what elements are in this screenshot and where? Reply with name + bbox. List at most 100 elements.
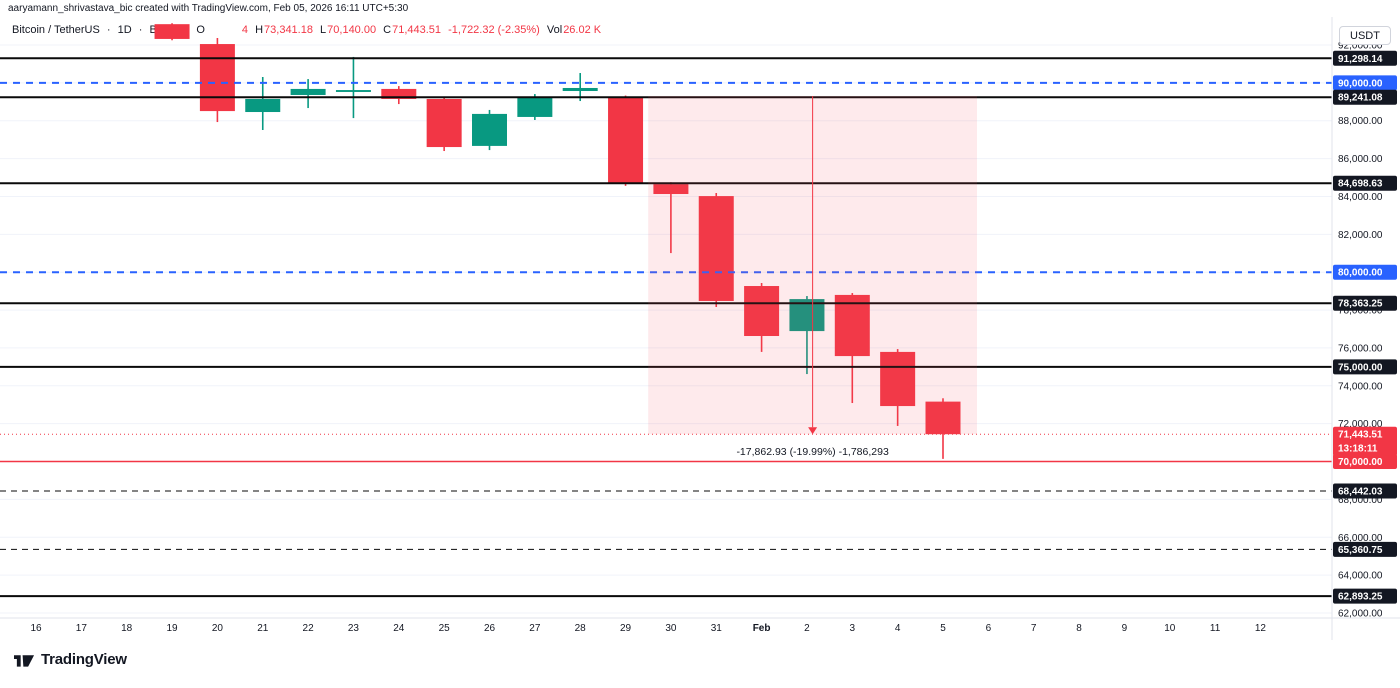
- candles: [154, 23, 961, 459]
- price-level-badge: [1333, 264, 1397, 280]
- legend-separator: ·: [106, 24, 111, 36]
- candle-body-21: [245, 98, 281, 113]
- y-axis-tick-label: 84,000.00: [1338, 192, 1383, 203]
- tradingview-logo-icon: [14, 654, 35, 667]
- currency-button[interactable]: USDT: [1339, 26, 1391, 45]
- close-value: 71,443.51: [392, 24, 442, 36]
- candle-body-28: [562, 87, 598, 92]
- y-axis-tick-label: 82,000.00: [1338, 230, 1383, 241]
- candle-body-27: [517, 97, 553, 117]
- price-level-lines: [0, 57, 1332, 598]
- x-axis-date-label: 30: [665, 623, 677, 634]
- candle-body-25: [426, 98, 462, 148]
- price-level-badge: [1333, 295, 1397, 311]
- current-price-label: 71,443.51: [1338, 430, 1383, 441]
- low-value: 70,140.00: [327, 24, 377, 36]
- measurement-label: -17,862.93 (-19.99%) -1,786,293: [736, 446, 889, 458]
- candle-body-3: [834, 294, 870, 357]
- candle-body-22: [290, 88, 326, 95]
- attribution-text: aaryamann_shrivastava_bic created with T…: [8, 3, 409, 14]
- open-value-visible: 4: [241, 24, 249, 36]
- x-axis-date-label: 19: [166, 623, 178, 634]
- x-axis-date-label: 8: [1076, 623, 1082, 634]
- x-axis-date-label: 25: [439, 623, 451, 634]
- price-level-badge: [1333, 75, 1397, 91]
- x-axis-date-label: 28: [575, 623, 587, 634]
- candle-body-5: [925, 401, 961, 435]
- candle-body-24: [381, 88, 417, 99]
- price-axis[interactable]: 92,000.00 90,000.00 88,000.00 86,000.00 84,0…: [1331, 17, 1397, 640]
- candle-body-20: [199, 44, 235, 112]
- x-axis-date-label: 7: [1031, 623, 1037, 634]
- candle-body-30: [653, 184, 689, 195]
- measurement-tool[interactable]: -17,862.93 (-19.99%) -1,786,293: [648, 95, 978, 458]
- x-axis-date-label: 9: [1122, 623, 1128, 634]
- candle-body-4: [880, 351, 916, 407]
- candle-body-Feb: [744, 286, 780, 337]
- y-axis-tick-label: 76,000.00: [1338, 343, 1383, 354]
- x-axis-date-label: 3: [850, 623, 856, 634]
- price-level-badge-label: 78,363.25: [1338, 299, 1383, 310]
- candle-body-2: [789, 299, 825, 332]
- close-label: C: [383, 24, 392, 36]
- legend-separator: ·: [138, 24, 143, 36]
- price-level-badge: [1333, 454, 1397, 470]
- price-level-badge: [1333, 50, 1397, 66]
- price-level-badge: [1333, 541, 1397, 557]
- interval-label[interactable]: 1D: [117, 24, 132, 36]
- volume-label: Vol: [546, 24, 563, 36]
- x-axis-date-label: 26: [484, 623, 496, 634]
- high-value: 73,341.18: [264, 24, 313, 36]
- time-axis[interactable]: 16 17 18 19 20 21 22 23 24 25 26 27 28 29 30 31 Feb 2 3 4 5 6…: [0, 617, 1400, 634]
- x-axis-date-label: 31: [711, 623, 723, 634]
- x-axis-date-label: 21: [257, 623, 269, 634]
- change-value: -1,722.32 (-2.35%): [448, 24, 540, 36]
- measurement-arrow-head: [808, 427, 818, 435]
- candle-body-23: [335, 90, 371, 92]
- y-axis-tick-label: 62,000.00: [1338, 609, 1383, 620]
- price-level-badge: [1333, 359, 1397, 375]
- open-label: O: [196, 24, 205, 36]
- x-axis-date-label: 2: [804, 623, 810, 634]
- y-axis-tick-label: 72,000.00: [1338, 419, 1383, 430]
- y-axis-tick-label: 78,000.00: [1338, 306, 1383, 317]
- x-axis-date-label: Feb: [753, 623, 771, 634]
- price-level-badge: [1333, 175, 1397, 191]
- x-axis-date-label: 16: [30, 623, 42, 634]
- x-axis-date-label: 12: [1255, 623, 1267, 634]
- x-axis-date-label: 27: [529, 623, 541, 634]
- x-axis-date-label: 20: [212, 623, 224, 634]
- price-level-badge: [1333, 483, 1397, 499]
- price-level-badge-label: 84,698.63: [1338, 179, 1383, 190]
- current-price-badge: [1333, 426, 1397, 456]
- low-label: L: [320, 24, 327, 36]
- high-label: H: [255, 24, 264, 36]
- price-level-badge-label: 75,000.00: [1338, 362, 1383, 373]
- y-axis-tick-label: 92,000.00: [1338, 41, 1383, 52]
- y-axis-tick-label: 88,000.00: [1338, 116, 1383, 127]
- x-axis-date-label: 5: [940, 623, 946, 634]
- x-axis-date-label: 17: [76, 623, 88, 634]
- y-axis-tick-label: 66,000.00: [1338, 533, 1383, 544]
- x-axis-date-label: 11: [1210, 623, 1221, 634]
- x-axis-date-label: 22: [303, 623, 315, 634]
- candle-body-29: [608, 97, 644, 184]
- price-level-badge-label: 89,241.08: [1338, 93, 1383, 104]
- countdown-label: 13:18:11: [1338, 444, 1378, 455]
- price-level-badge: [1333, 588, 1397, 604]
- price-level-badge-label: 90,000.00: [1338, 78, 1383, 89]
- price-level-badge-label: 80,000.00: [1338, 268, 1383, 279]
- x-axis-date-label: 4: [895, 623, 901, 634]
- tradingview-logo-text: TradingView: [41, 651, 127, 668]
- x-axis-date-label: 18: [121, 623, 133, 634]
- volume-value: 26.02 K: [563, 24, 602, 36]
- x-axis-date-label: 23: [348, 623, 360, 634]
- x-axis-date-label: 24: [393, 623, 405, 634]
- tradingview-logo[interactable]: TradingView: [14, 651, 127, 668]
- symbol-name[interactable]: Bitcoin / TetherUS: [12, 24, 100, 36]
- y-axis-tick-label: 86,000.00: [1338, 154, 1383, 165]
- price-level-badge-label: 68,442.03: [1338, 487, 1383, 498]
- x-axis-date-label: 6: [986, 623, 992, 634]
